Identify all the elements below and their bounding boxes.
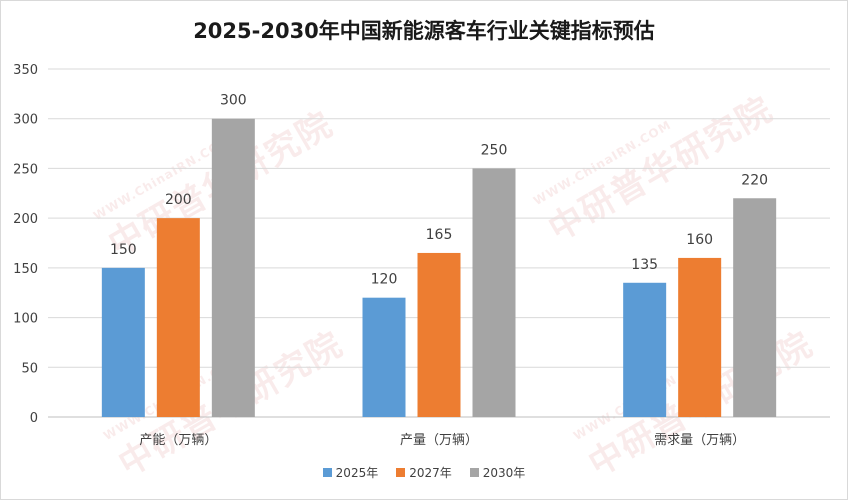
legend-item: 2027年 — [396, 464, 452, 481]
legend-label: 2030年 — [482, 466, 526, 480]
legend-swatch — [469, 468, 479, 477]
data-label: 120 — [371, 272, 398, 288]
chart-title: 2025-2030年中国新能源客车行业关键指标预估 — [193, 19, 655, 43]
bar — [623, 282, 667, 417]
legend-swatch — [322, 468, 332, 477]
data-label: 250 — [481, 142, 508, 158]
x-tick-label: 产量（万辆） — [400, 433, 478, 448]
y-tick-label: 150 — [13, 262, 38, 277]
legend-item: 2025年 — [322, 464, 379, 481]
data-label: 150 — [110, 242, 137, 258]
data-label: 135 — [631, 257, 658, 273]
y-tick-label: 300 — [13, 113, 38, 128]
bar — [156, 218, 200, 417]
bar — [362, 297, 406, 417]
legend-label: 2025年 — [335, 466, 379, 480]
bar — [472, 168, 516, 417]
x-tick-label: 产能（万辆） — [139, 433, 217, 448]
y-tick-label: 50 — [21, 361, 38, 376]
y-tick-label: 250 — [13, 162, 38, 177]
data-label: 165 — [426, 227, 453, 243]
legend-label: 2027年 — [409, 466, 452, 480]
bar — [733, 198, 777, 417]
data-label: 200 — [165, 192, 192, 208]
bar — [101, 267, 145, 417]
y-tick-label: 0 — [30, 411, 38, 426]
bar — [678, 257, 722, 417]
legend-swatch — [396, 468, 406, 477]
bar-chart: 0 50 100 150 200 250 300 350 150 200 300 产能（万辆） 120 1… — [13, 63, 830, 448]
y-tick-label: 350 — [13, 63, 38, 78]
x-tick-label: 需求量（万辆） — [654, 433, 745, 448]
data-label: 160 — [686, 232, 713, 248]
bar — [417, 252, 461, 417]
y-tick-label: 100 — [13, 312, 38, 327]
y-tick-label: 200 — [13, 212, 38, 227]
data-label: 220 — [741, 172, 768, 188]
bar — [211, 118, 255, 417]
legend: 2025年 2027年 2030年 — [1, 464, 847, 481]
data-label: 300 — [220, 93, 247, 109]
legend-item: 2030年 — [469, 464, 526, 481]
